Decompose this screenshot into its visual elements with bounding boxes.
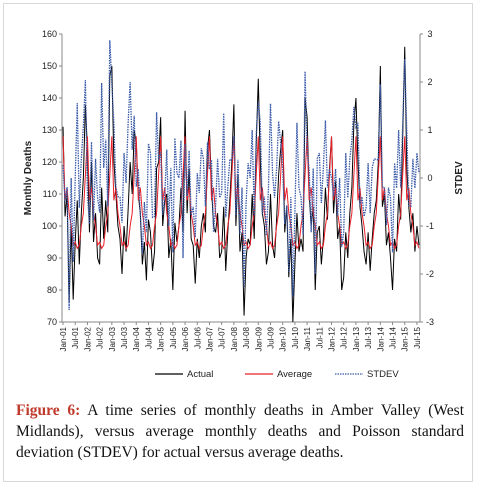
- x-tick-label: Jan-01: [59, 326, 68, 351]
- caption-text: A time series of monthly deaths in Amber…: [16, 402, 464, 461]
- x-tick-label: Jul-12: [340, 326, 349, 348]
- x-tick-label: Jan-06: [181, 326, 190, 351]
- legend-label: Actual: [187, 369, 213, 380]
- y-tick-label: 100: [42, 221, 57, 231]
- x-tick-label: Jan-05: [157, 326, 166, 351]
- series-line: [62, 46, 420, 323]
- y-tick-label: 70: [47, 317, 57, 327]
- figure-frame: [3, 3, 473, 482]
- chart: Monthly Deaths STDEV 7080901001101201301…: [23, 29, 465, 380]
- x-tick-label: Jul-04: [144, 326, 153, 348]
- x-tick-label: Jul-08: [242, 326, 251, 348]
- y-tick-label: 150: [42, 61, 57, 71]
- x-tick-label: Jul-02: [96, 326, 105, 348]
- y2-tick-label: -2: [426, 269, 434, 279]
- x-tick-label: Jul-05: [169, 326, 178, 348]
- y-tick-label: 130: [42, 125, 57, 135]
- x-tick-label: Jul-13: [364, 326, 373, 348]
- x-tick-label: Jul-07: [218, 326, 227, 348]
- x-tick-label: Jan-13: [352, 326, 361, 351]
- legend-label: Average: [277, 369, 312, 380]
- x-tick-label: Jul-06: [193, 326, 202, 348]
- x-tick-label: Jan-14: [376, 326, 385, 351]
- x-tick-label: Jan-08: [230, 326, 239, 351]
- x-tick-label: Jul-09: [266, 326, 275, 348]
- y-tick-label: 90: [47, 253, 57, 263]
- caption: Figure 6: A time series of monthly death…: [16, 400, 464, 463]
- y2-tick-label: -3: [426, 317, 434, 327]
- x-tick-label: Jul-10: [291, 326, 300, 348]
- y-tick-label: 120: [42, 157, 57, 167]
- y2-tick-label: 1: [427, 125, 432, 135]
- x-tick-label: Jul-15: [413, 326, 422, 348]
- y-tick-label: 80: [47, 285, 57, 295]
- x-tick-label: Jul-11: [315, 326, 324, 348]
- legend-label: STDEV: [367, 369, 399, 380]
- x-tick-label: Jul-14: [389, 326, 398, 348]
- x-tick-label: Jan-02: [83, 326, 92, 351]
- x-tick-label: Jan-09: [254, 326, 263, 351]
- caption-label: Figure 6:: [16, 402, 81, 419]
- x-tick-label: Jan-10: [279, 326, 288, 351]
- y2-tick-label: 0: [427, 173, 432, 183]
- y2-axis-title: STDEV: [454, 161, 465, 195]
- x-tick-label: Jan-11: [303, 326, 312, 350]
- y-tick-label: 160: [42, 29, 57, 39]
- x-tick-label: Jan-07: [205, 326, 214, 351]
- y2-tick-label: 3: [427, 29, 432, 39]
- x-tick-label: Jan-04: [132, 326, 141, 351]
- y-axis-title: Monthly Deaths: [23, 140, 34, 215]
- x-tick-label: Jan-15: [401, 326, 410, 351]
- y2-tick-label: 2: [427, 77, 432, 87]
- x-tick-label: Jul-01: [71, 326, 80, 348]
- x-tick-label: Jan-12: [328, 326, 337, 351]
- x-tick-label: Jan-03: [108, 326, 117, 351]
- x-tick-label: Jul-03: [120, 326, 129, 348]
- y-tick-label: 140: [42, 93, 57, 103]
- y-tick-label: 110: [43, 189, 57, 199]
- y2-tick-label: -1: [426, 221, 434, 231]
- series-line: [62, 40, 420, 311]
